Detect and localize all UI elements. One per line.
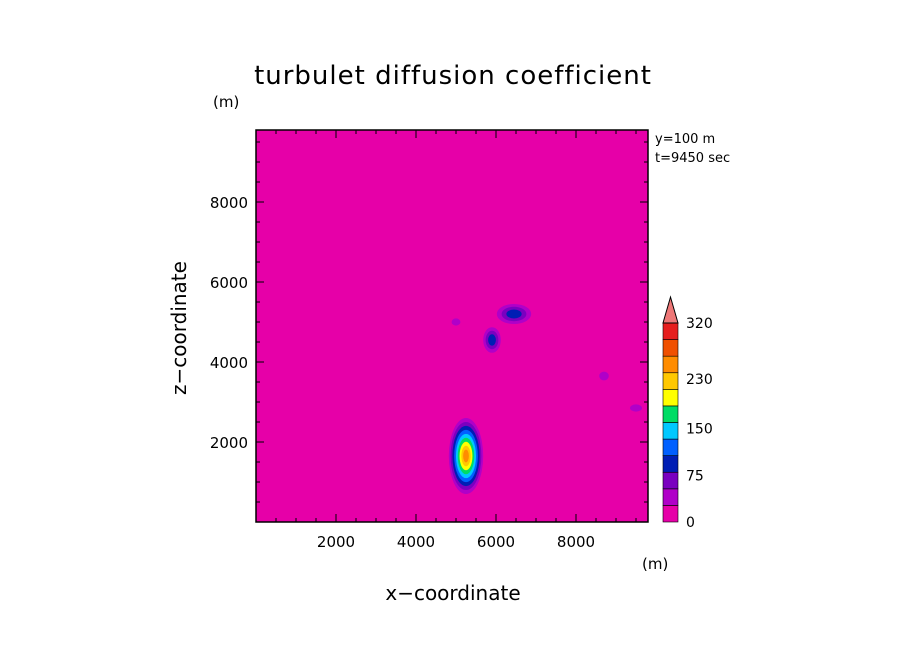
- colorbar-segment: [662, 505, 679, 523]
- x-tick-label: 2000: [317, 533, 355, 551]
- contour-feature: [451, 318, 461, 326]
- x-tick-label: 6000: [477, 533, 515, 551]
- contour-feature: [599, 371, 609, 381]
- colorbar-segment: [662, 372, 679, 390]
- colorbar-extend-max: [662, 295, 679, 324]
- contour-band: [463, 449, 469, 463]
- contour-feature: [496, 304, 532, 324]
- y-unit-label: (m): [213, 93, 239, 111]
- colorbar-segment: [662, 438, 679, 456]
- plot-frame: [255, 129, 649, 523]
- colorbar-segment: [662, 389, 679, 407]
- colorbar-label: 320: [686, 316, 713, 332]
- x-tick-label: 4000: [397, 533, 435, 551]
- colorbar-label: 230: [686, 372, 713, 388]
- contour-band: [630, 404, 642, 412]
- colorbar-label: 0: [686, 515, 695, 531]
- colorbar-segment: [662, 322, 679, 340]
- annotation-y-level: y=100 m: [655, 132, 715, 147]
- x-unit-label: (m): [642, 555, 668, 573]
- y-tick-label: 2000: [210, 434, 248, 452]
- contour-feature: [630, 404, 642, 412]
- colorbar-segment: [662, 422, 679, 440]
- contour-band: [506, 309, 522, 319]
- x-axis-title: x−coordinate: [385, 581, 520, 605]
- y-tick-label: 8000: [210, 194, 248, 212]
- y-tick-label: 4000: [210, 354, 248, 372]
- colorbar-segment: [662, 405, 679, 423]
- colorbar-segment: [662, 455, 679, 473]
- colorbar-label: 150: [686, 422, 713, 438]
- y-axis-title: z−coordinate: [167, 261, 191, 395]
- annotation-time: t=9450 sec: [655, 151, 730, 166]
- chart-title: turbulet diffusion coefficient: [254, 61, 652, 91]
- colorbar-segment: [662, 488, 679, 506]
- contour-band: [488, 334, 496, 346]
- colorbar-segment: [662, 355, 679, 374]
- y-tick-label: 6000: [210, 274, 248, 292]
- contour-band: [451, 318, 461, 326]
- colorbar-label: 75: [686, 468, 704, 484]
- contour-feature: [448, 418, 484, 494]
- contour-feature: [483, 327, 501, 353]
- colorbar-segment: [662, 339, 679, 357]
- colorbar-segment: [662, 471, 679, 490]
- x-tick-label: 8000: [557, 533, 595, 551]
- contour-band: [599, 371, 609, 381]
